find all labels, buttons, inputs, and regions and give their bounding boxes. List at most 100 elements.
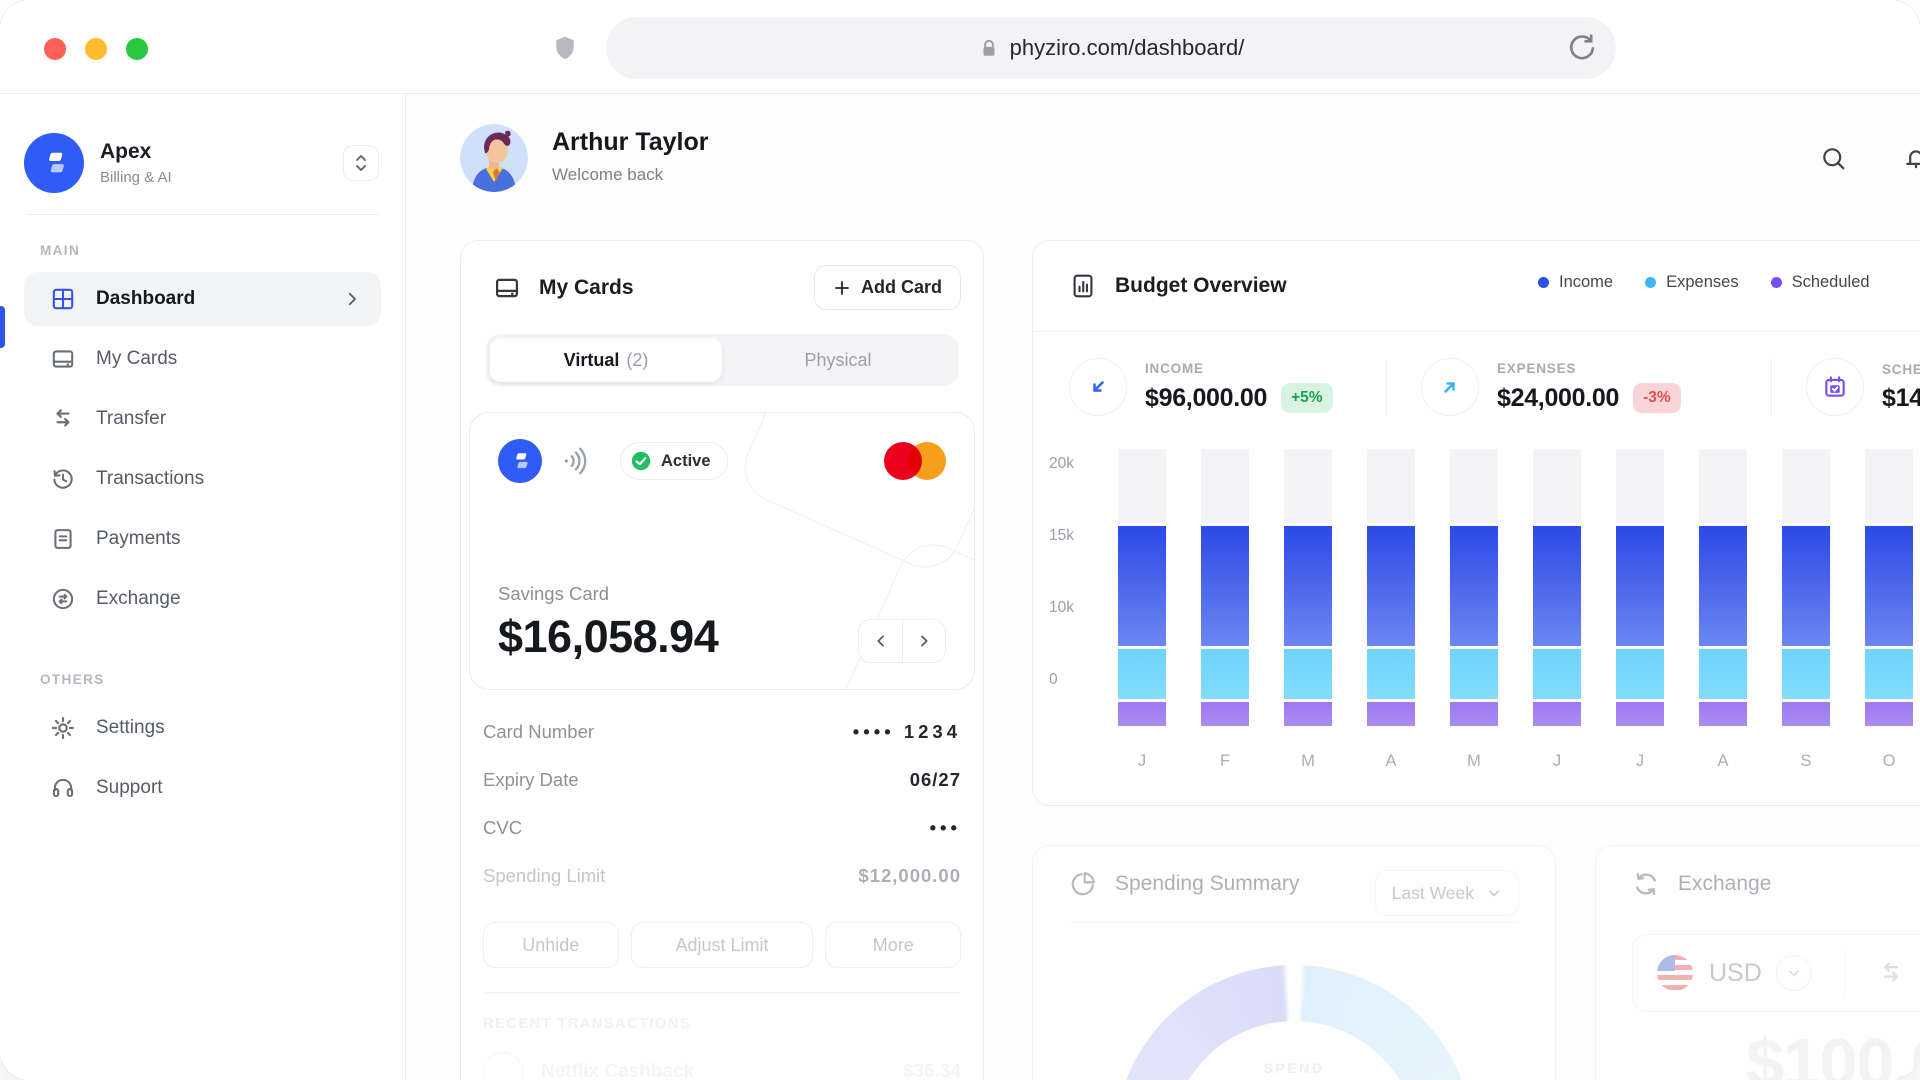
transaction-row[interactable]: Netflix Cashback $36.34 <box>483 1052 961 1080</box>
bar-column: M <box>1450 449 1498 771</box>
sidebar-item-payments[interactable]: Payments <box>24 512 381 566</box>
chevron-right-icon <box>343 290 361 308</box>
legend-scheduled: Scheduled <box>1770 273 1870 292</box>
bar-expenses <box>1616 649 1664 699</box>
divider <box>1069 922 1519 923</box>
sidebar-item-label: My Cards <box>96 348 178 369</box>
workspace-switcher-button[interactable] <box>343 145 379 181</box>
my-cards-panel: My Cards Add Card Virtual (2) Physica <box>460 240 984 1080</box>
panel-title: Exchange <box>1678 872 1772 895</box>
divider <box>1033 331 1920 332</box>
sidebar-item-support[interactable]: Support <box>24 761 381 815</box>
shield-icon <box>550 32 580 66</box>
adjust-limit-button[interactable]: Adjust Limit <box>630 922 814 968</box>
range-select[interactable]: Last Week <box>1374 870 1519 916</box>
brand: Apex Billing & AI <box>24 130 381 196</box>
bar-scheduled <box>1865 702 1913 726</box>
sidebar-item-transfer[interactable]: Transfer <box>24 392 381 446</box>
reload-icon[interactable] <box>1566 32 1598 64</box>
sidebar-item-dashboard[interactable]: Dashboard <box>24 272 381 326</box>
sidebar-item-label: Dashboard <box>96 288 196 309</box>
x-tick-label: J <box>1635 752 1645 770</box>
mastercard-icon <box>884 442 946 480</box>
sidebar-item-label: Transfer <box>96 408 167 429</box>
add-card-button[interactable]: Add Card <box>814 265 961 310</box>
address-bar[interactable]: phyziro.com/dashboard/ <box>606 17 1616 79</box>
bar-income <box>1865 526 1913 646</box>
unhide-button[interactable]: Unhide <box>483 922 619 968</box>
usd-flag-icon <box>1657 955 1693 991</box>
avatar[interactable] <box>460 124 528 192</box>
grid-icon <box>50 286 76 312</box>
bar-expenses <box>1450 649 1498 699</box>
bar-track <box>1450 449 1498 523</box>
x-tick-label: A <box>1385 752 1397 770</box>
x-tick-label: F <box>1219 752 1231 770</box>
sidebar-item-my-cards[interactable]: My Cards <box>24 332 381 386</box>
panel-title: Budget Overview <box>1115 274 1287 297</box>
bar-scheduled <box>1616 702 1664 726</box>
detail-row-cvc: CVC ••• <box>483 817 961 838</box>
card-name: Savings Card <box>498 583 610 604</box>
x-tick-label: J <box>1552 752 1562 770</box>
bar-income <box>1201 526 1249 646</box>
bar-track <box>1699 449 1747 523</box>
transaction-name: Netflix Cashback <box>541 1061 695 1080</box>
sidebar-item-exchange[interactable]: Exchange <box>24 572 381 626</box>
bar-column: F <box>1201 449 1249 771</box>
detail-row-expiry: Expiry Date 06/27 <box>483 769 961 790</box>
exchange-amount: $100.00 <box>1746 1025 1920 1080</box>
prev-card-button[interactable] <box>859 620 902 662</box>
tab-physical[interactable]: Physical <box>804 349 872 370</box>
sidebar-item-label: Support <box>96 777 163 798</box>
bar-scheduled <box>1533 702 1581 726</box>
bar-column: J <box>1533 449 1581 771</box>
y-tick-label: 10k <box>1049 599 1074 616</box>
bank-card[interactable]: Active Savings Card $16,058.94 <box>469 412 975 690</box>
pie-chart-icon <box>1069 870 1097 898</box>
sidebar-item-settings[interactable]: Settings <box>24 701 381 755</box>
zoom-window-button[interactable] <box>126 38 148 60</box>
next-card-button[interactable] <box>902 620 945 662</box>
x-tick-label: A <box>1717 752 1729 770</box>
exchange-icon <box>50 586 76 612</box>
bar-scheduled <box>1450 702 1498 726</box>
user-name: Arthur Taylor <box>552 128 709 156</box>
close-window-button[interactable] <box>44 38 66 60</box>
browser-chrome: phyziro.com/dashboard/ <box>0 0 1920 94</box>
bar-expenses <box>1118 649 1166 699</box>
recent-transactions-title: RECENT TRANSACTIONS <box>483 1015 691 1032</box>
bar-expenses <box>1865 649 1913 699</box>
currency-dropdown-button[interactable] <box>1775 955 1812 991</box>
legend-dot <box>1645 277 1657 288</box>
section-label-others: OTHERS <box>40 672 105 687</box>
bar-scheduled <box>1118 702 1166 726</box>
y-tick-label: 0 <box>1049 671 1058 688</box>
legend-dot <box>1770 277 1782 288</box>
stat-income: INCOME $96,000.00 +5% <box>1069 358 1386 416</box>
merchant-icon <box>483 1052 523 1080</box>
bar-track <box>1616 449 1664 523</box>
app-body: Apex Billing & AI MAIN Dashboard <box>0 94 1920 1080</box>
bar-scheduled <box>1699 702 1747 726</box>
minimize-window-button[interactable] <box>85 38 107 60</box>
currency-code: USD <box>1709 958 1762 987</box>
bar-scheduled <box>1782 702 1830 726</box>
bar-income <box>1616 526 1664 646</box>
swap-icon[interactable] <box>1877 959 1905 987</box>
tab-virtual[interactable]: Virtual (2) <box>490 338 722 382</box>
bar-column: J <box>1118 449 1166 771</box>
url-text: phyziro.com/dashboard/ <box>1009 35 1245 60</box>
search-button[interactable] <box>1812 137 1856 181</box>
card-actions: Unhide Adjust Limit More <box>461 922 983 968</box>
bar-track <box>1782 449 1830 523</box>
notifications-button[interactable] <box>1894 137 1920 181</box>
more-button[interactable]: More <box>825 922 961 968</box>
sidebar-item-transactions[interactable]: Transactions <box>24 452 381 506</box>
bell-icon <box>1902 145 1920 173</box>
card-details: Card Number •••• 1234 Expiry Date 06/27 … <box>461 708 983 900</box>
panel-title: My Cards <box>539 275 634 299</box>
chart-legend: Income Expenses Scheduled <box>1538 273 1870 292</box>
bar-column: A <box>1367 449 1415 771</box>
bar-expenses <box>1533 649 1581 699</box>
